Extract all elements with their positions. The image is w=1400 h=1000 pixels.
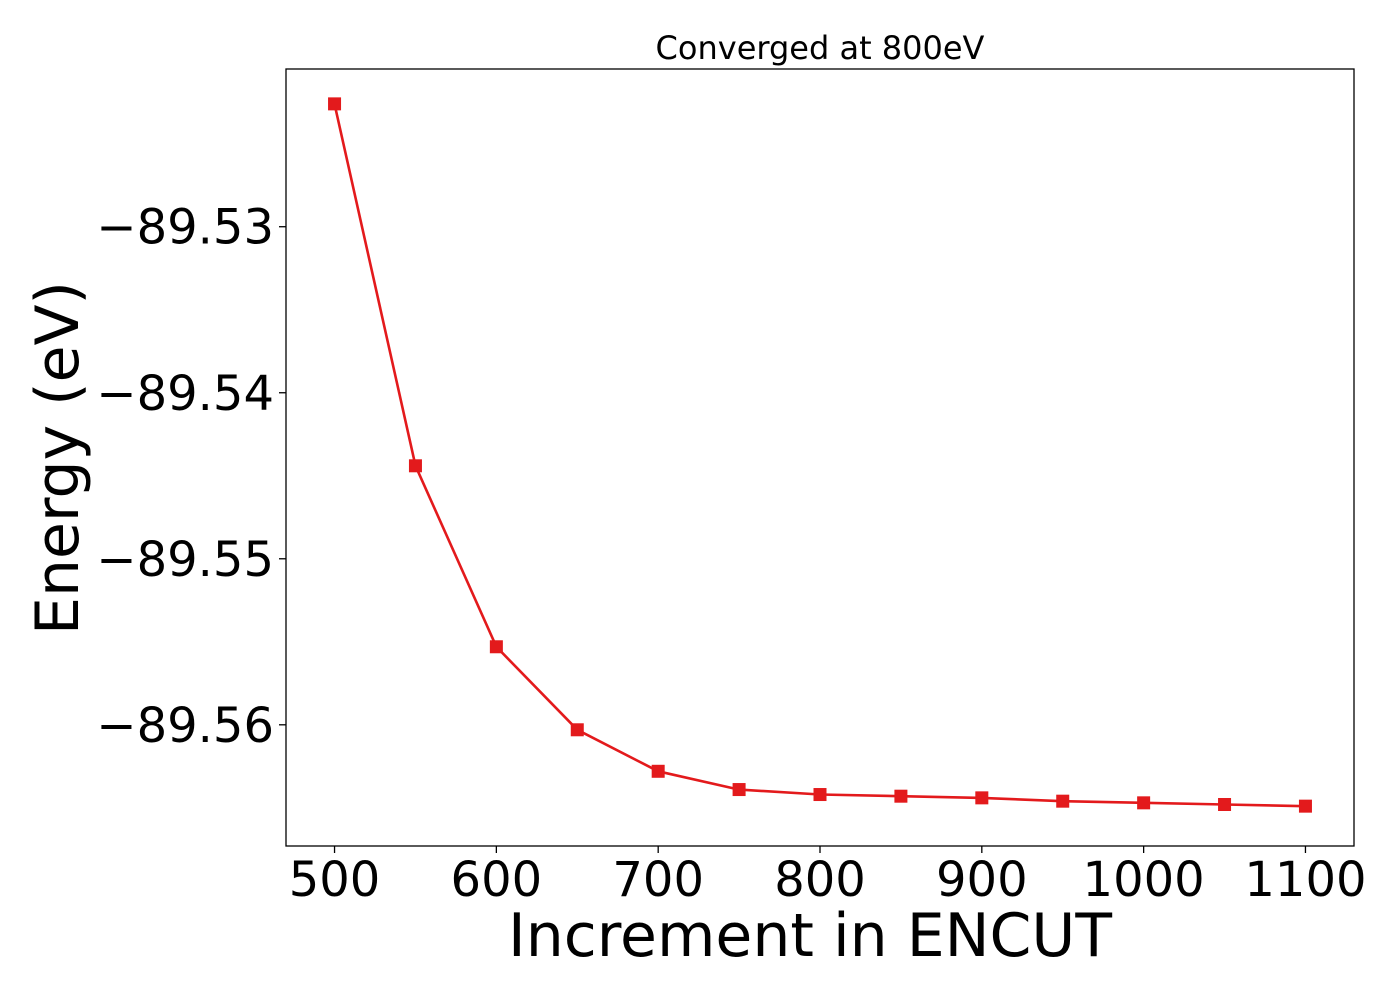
y-axis-ticks: −89.53 −89.54 −89.55 −89.56 — [96, 200, 286, 754]
data-point-marker — [1298, 799, 1312, 813]
data-point-marker — [813, 788, 827, 802]
energy-series-line — [333, 103, 1306, 808]
data-point-marker — [328, 97, 342, 111]
x-tick-label: 700 — [612, 852, 704, 908]
data-point-marker — [651, 764, 665, 778]
x-tick-label: 1100 — [1244, 852, 1366, 908]
data-point-marker — [732, 783, 746, 797]
data-point-marker — [894, 789, 908, 803]
energy-series-markers — [328, 97, 1312, 813]
data-point-marker — [1218, 797, 1232, 811]
data-point-marker — [1137, 796, 1151, 810]
y-tick-label: −89.56 — [96, 698, 274, 754]
x-axis-ticks: 500 600 700 800 900 1000 1100 — [289, 846, 1367, 908]
x-axis-label: Increment in ENCUT — [508, 901, 1112, 971]
x-tick-label: 500 — [289, 852, 381, 908]
data-point-marker — [570, 723, 584, 737]
x-tick-label: 600 — [451, 852, 543, 908]
x-tick-label: 800 — [774, 852, 866, 908]
y-axis-label: Energy (eV) — [23, 281, 93, 635]
y-tick-label: −89.54 — [96, 366, 274, 422]
data-point-marker — [408, 459, 422, 473]
plot-area-frame — [285, 68, 1355, 847]
y-tick-label: −89.55 — [96, 532, 274, 588]
y-tick-label: −89.53 — [96, 200, 274, 256]
x-tick-label: 1000 — [1083, 852, 1205, 908]
data-point-marker — [1056, 794, 1070, 808]
data-point-marker — [489, 640, 503, 654]
x-tick-label: 900 — [936, 852, 1028, 908]
chart-title: Converged at 800eV — [656, 29, 985, 67]
data-point-marker — [975, 791, 989, 805]
